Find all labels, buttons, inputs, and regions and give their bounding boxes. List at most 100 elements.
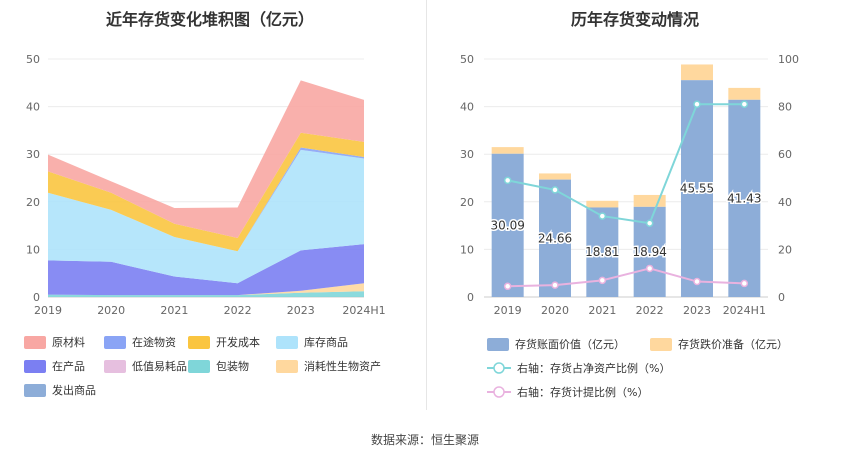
legend-item[interactable]: 在产品 [24, 358, 85, 374]
y-tick-label: 20 [460, 196, 474, 209]
bar-value-label: 41.43 [727, 191, 761, 205]
y2-tick-label: 40 [778, 196, 792, 209]
legend-item[interactable]: 开发成本 [188, 334, 260, 350]
legend-line-marker [487, 362, 511, 374]
bar-value-label: 18.94 [632, 245, 666, 259]
legend-label: 库存商品 [304, 336, 348, 349]
right-chart-title: 历年存货变动情况 [570, 10, 699, 29]
x-tick-label: 2021 [588, 304, 616, 317]
line-point [598, 276, 607, 285]
line-point [645, 264, 654, 273]
y-tick-label: 0 [467, 291, 474, 304]
legend-item[interactable]: 右轴：存货计提比例（%） [487, 384, 648, 400]
bar-book-value [681, 80, 713, 297]
y-tick-label: 20 [26, 196, 40, 209]
legend-item[interactable]: 右轴：存货占净资产比例（%） [487, 360, 670, 376]
legend-swatch [188, 359, 210, 373]
y2-tick-label: 100 [778, 53, 799, 66]
area-series-6 [48, 291, 364, 297]
y-tick-label: 10 [460, 243, 474, 256]
panel-divider [426, 0, 427, 410]
legend-label: 右轴：存货计提比例（%） [517, 386, 649, 399]
legend-swatch [24, 383, 46, 397]
line-point [740, 279, 749, 288]
legend-item[interactable]: 包装物 [188, 358, 249, 374]
bar-value-label: 30.09 [490, 218, 524, 232]
legend-item[interactable]: 原材料 [24, 334, 85, 350]
legend-item[interactable]: 库存商品 [276, 334, 348, 350]
legend-swatch [188, 335, 210, 349]
y-tick-label: 50 [460, 53, 474, 66]
line-point [503, 176, 512, 185]
legend-swatch [276, 359, 298, 373]
y2-tick-label: 60 [778, 148, 792, 161]
area-series-7 [48, 283, 364, 296]
line-series-3 [507, 267, 745, 288]
bar-line-chart: 0 10 20 30 40 50 0 20 40 60 80 100 30.09 2019 24.66 202… [460, 53, 799, 317]
y-tick-label: 30 [26, 148, 40, 161]
x-tick-label: 2022 [636, 304, 664, 317]
area-series-0 [48, 80, 364, 238]
bar-book-value [728, 99, 761, 297]
x-tick-label: 2024H1 [342, 304, 385, 317]
legend-line-marker [487, 386, 511, 398]
line-point [551, 186, 559, 194]
legend-item[interactable]: 存货跌价准备（亿元） [650, 336, 788, 352]
legend-item[interactable]: 存货账面价值（亿元） [487, 336, 625, 352]
legend-item[interactable]: 消耗性生物资产 [276, 358, 381, 374]
legend-swatch [24, 335, 46, 349]
y-tick-label: 50 [26, 53, 40, 66]
x-tick-label: 2020 [541, 304, 569, 317]
legend-swatch [276, 335, 298, 349]
stacked-area-chart: 0 10 20 30 40 50 2019 2020 2021 2022 2023 2024H1 [26, 53, 386, 317]
legend-item[interactable]: 发出商品 [24, 382, 96, 398]
legend-label: 开发成本 [216, 336, 260, 349]
area-series-1 [48, 147, 364, 252]
bar-value-label: 18.81 [585, 245, 619, 259]
legend-label: 存货跌价准备（亿元） [678, 338, 788, 351]
data-source-note: 数据来源：恒生聚源 [370, 433, 479, 447]
x-tick-label: 2019 [34, 304, 62, 317]
y2-tick-label: 0 [778, 291, 785, 304]
bar-value-label: 45.55 [680, 182, 714, 196]
legend-item[interactable]: 在途物资 [104, 334, 176, 350]
legend-swatch [650, 337, 672, 351]
x-tick-label: 2021 [160, 304, 188, 317]
x-tick-label: 2022 [224, 304, 252, 317]
area-series-4 [48, 244, 364, 296]
bar-provision [586, 200, 619, 208]
bar-provision [681, 64, 713, 81]
bar-book-value [539, 179, 571, 297]
x-tick-label: 2024H1 [723, 304, 766, 317]
legend-label: 在途物资 [132, 336, 176, 349]
legend-marker [493, 386, 505, 398]
legend-marker [493, 362, 505, 374]
legend-item[interactable]: 低值易耗品 [104, 358, 187, 374]
line-point [598, 212, 607, 220]
bar-value-label: 24.66 [538, 231, 572, 245]
bar-provision [539, 173, 571, 180]
x-tick-label: 2020 [97, 304, 125, 317]
bar-provision [728, 87, 761, 100]
y2-tick-label: 20 [778, 243, 792, 256]
x-tick-label: 2023 [287, 304, 315, 317]
x-tick-label: 2019 [494, 304, 522, 317]
legend-label: 低值易耗品 [132, 360, 187, 373]
legend-label: 右轴：存货占净资产比例（%） [517, 362, 671, 375]
line-point [693, 100, 701, 108]
y-tick-label: 40 [460, 101, 474, 114]
line-point [551, 281, 559, 289]
legend-label: 原材料 [52, 336, 85, 349]
y-tick-label: 10 [26, 243, 40, 256]
y-tick-label: 40 [26, 101, 40, 114]
legend-label: 消耗性生物资产 [304, 360, 381, 373]
legend-swatch [104, 335, 126, 349]
line-point [740, 100, 749, 108]
line-point [645, 219, 654, 227]
area-series-2 [48, 132, 364, 252]
line-point [693, 277, 701, 286]
bar-provision [491, 147, 524, 154]
x-tick-label: 2023 [683, 304, 711, 317]
legend-swatch [487, 337, 509, 351]
line-series-2 [507, 103, 745, 225]
